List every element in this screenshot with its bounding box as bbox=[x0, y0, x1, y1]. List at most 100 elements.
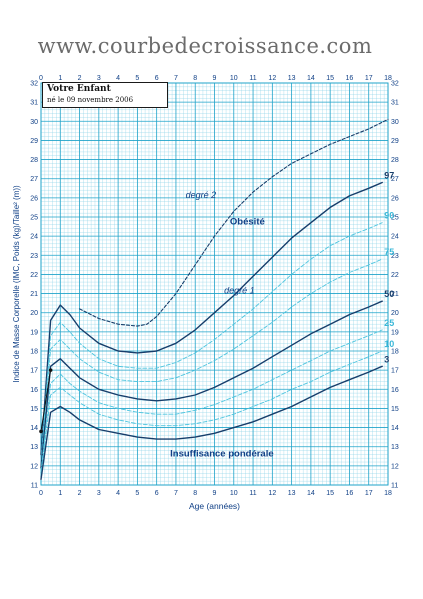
x-tick-label-top: 7 bbox=[174, 75, 178, 82]
y-tick-label-right: 26 bbox=[391, 195, 399, 202]
y-tick-label-left: 29 bbox=[30, 138, 38, 145]
x-tick-label-top: 4 bbox=[116, 75, 120, 82]
y-tick-label-left: 21 bbox=[30, 291, 38, 298]
y-tick-label-right: 15 bbox=[391, 406, 399, 413]
x-tick-label-bottom: 11 bbox=[249, 490, 256, 497]
x-tick-label-bottom: 10 bbox=[230, 490, 238, 497]
x-tick-label-bottom: 17 bbox=[365, 490, 373, 497]
percentile-curve-50 bbox=[40, 300, 383, 469]
percentile-curve-97 bbox=[40, 181, 383, 456]
x-tick-label-top: 1 bbox=[58, 75, 62, 82]
y-tick-label-left: 26 bbox=[30, 195, 38, 202]
percentile-curve-3 bbox=[40, 365, 383, 480]
y-tick-label-left: 27 bbox=[30, 176, 38, 183]
y-tick-label-right: 17 bbox=[391, 368, 399, 375]
x-tick-label-top: 0 bbox=[39, 75, 43, 82]
y-tick-label-right: 16 bbox=[391, 387, 399, 394]
child-measurement-line bbox=[40, 370, 52, 432]
y-tick-label-right: 22 bbox=[391, 272, 399, 279]
percentile-label-25: 25 bbox=[384, 318, 394, 328]
y-tick-label-right: 11 bbox=[391, 483, 398, 490]
annotation-insuffisance-ponderale: Insuffisance pondérale bbox=[170, 448, 273, 459]
x-tick-label-bottom: 7 bbox=[174, 490, 178, 497]
x-tick-label-bottom: 15 bbox=[326, 490, 334, 497]
child-measurement-point bbox=[48, 368, 53, 372]
y-tick-label-left: 32 bbox=[30, 81, 38, 88]
site-url: www.courbedecroissance.com bbox=[37, 34, 373, 58]
annotation-degre-2: degré 2 bbox=[186, 190, 217, 200]
y-tick-label-left: 14 bbox=[30, 425, 38, 432]
y-tick-label-right: 25 bbox=[391, 215, 399, 222]
y-tick-label-right: 27 bbox=[391, 176, 399, 183]
y-tick-label-left: 15 bbox=[30, 406, 38, 413]
y-tick-label-left: 28 bbox=[30, 157, 38, 164]
y-tick-label-left: 16 bbox=[30, 387, 38, 394]
x-tick-label-top: 10 bbox=[230, 75, 238, 82]
percentile-label-50: 50 bbox=[384, 289, 394, 299]
percentile-curve-75 bbox=[40, 258, 383, 465]
percentile-curve-25 bbox=[40, 329, 383, 473]
x-tick-label-bottom: 4 bbox=[116, 490, 120, 497]
y-tick-label-left: 18 bbox=[30, 349, 38, 356]
obesity-threshold-curve bbox=[79, 118, 389, 327]
y-tick-label-right: 12 bbox=[391, 463, 399, 470]
x-tick-label-top: 12 bbox=[268, 75, 276, 82]
x-tick-label-bottom: 1 bbox=[58, 490, 62, 497]
y-tick-label-left: 23 bbox=[30, 253, 38, 260]
y-tick-label-right: 29 bbox=[391, 138, 399, 145]
x-tick-label-bottom: 13 bbox=[288, 490, 296, 497]
x-tick-label-top: 13 bbox=[288, 75, 296, 82]
y-axis-label: Indice de Masse Corporelle (IMC, Poids (… bbox=[12, 185, 21, 383]
x-tick-label-bottom: 14 bbox=[307, 490, 315, 497]
x-tick-label-top: 14 bbox=[307, 75, 315, 82]
x-tick-label-top: 3 bbox=[97, 75, 101, 82]
y-tick-label-right: 20 bbox=[391, 310, 399, 317]
info-box-title: Votre Enfant bbox=[47, 84, 111, 94]
y-tick-label-left: 24 bbox=[30, 234, 38, 241]
annotation-degre-1: degré 1 bbox=[224, 286, 255, 296]
y-tick-label-right: 21 bbox=[391, 291, 399, 298]
child-measurement-point bbox=[39, 429, 43, 434]
x-tick-label-top: 15 bbox=[326, 75, 334, 82]
x-tick-label-top: 9 bbox=[213, 75, 217, 82]
percentile-curve-90 bbox=[40, 222, 383, 461]
x-tick-label-bottom: 9 bbox=[213, 490, 217, 497]
x-tick-label-bottom: 16 bbox=[346, 490, 354, 497]
x-tick-label-bottom: 2 bbox=[78, 490, 82, 497]
y-tick-label-left: 20 bbox=[30, 310, 38, 317]
percentile-curve-10 bbox=[40, 350, 383, 476]
x-tick-label-bottom: 12 bbox=[268, 490, 276, 497]
percentile-label-10: 10 bbox=[384, 339, 394, 349]
percentile-label-75: 75 bbox=[384, 247, 394, 257]
y-tick-label-left: 11 bbox=[31, 483, 38, 490]
x-tick-label-bottom: 3 bbox=[97, 490, 101, 497]
x-tick-label-top: 6 bbox=[155, 75, 159, 82]
y-tick-label-right: 24 bbox=[391, 234, 399, 241]
y-tick-label-left: 17 bbox=[30, 368, 38, 375]
y-tick-label-right: 13 bbox=[391, 444, 399, 451]
y-tick-label-right: 18 bbox=[391, 349, 399, 356]
x-tick-label-top: 8 bbox=[193, 75, 197, 82]
annotation-obesite: Obésité bbox=[230, 216, 265, 227]
y-tick-label-right: 28 bbox=[391, 157, 399, 164]
info-box-subtitle: né le 09 novembre 2006 bbox=[47, 96, 134, 104]
y-tick-label-right: 31 bbox=[391, 100, 399, 107]
y-tick-label-left: 12 bbox=[30, 463, 38, 470]
y-tick-label-right: 19 bbox=[391, 329, 399, 336]
y-tick-label-left: 31 bbox=[30, 100, 38, 107]
y-tick-label-left: 25 bbox=[30, 215, 38, 222]
percentile-label-90: 90 bbox=[384, 211, 394, 221]
y-tick-label-left: 13 bbox=[30, 444, 38, 451]
x-tick-label-bottom: 0 bbox=[39, 490, 43, 497]
y-tick-label-right: 14 bbox=[391, 425, 399, 432]
percentile-label-3: 3 bbox=[384, 354, 389, 364]
x-tick-label-top: 11 bbox=[249, 75, 256, 82]
y-tick-label-right: 23 bbox=[391, 253, 399, 260]
x-tick-label-bottom: 6 bbox=[155, 490, 159, 497]
y-tick-label-right: 30 bbox=[391, 119, 399, 126]
child-info-box: Votre Enfant né le 09 novembre 2006 bbox=[42, 82, 168, 108]
x-tick-label-top: 5 bbox=[135, 75, 139, 82]
y-tick-label-left: 19 bbox=[30, 329, 38, 336]
y-tick-label-left: 30 bbox=[30, 119, 38, 126]
